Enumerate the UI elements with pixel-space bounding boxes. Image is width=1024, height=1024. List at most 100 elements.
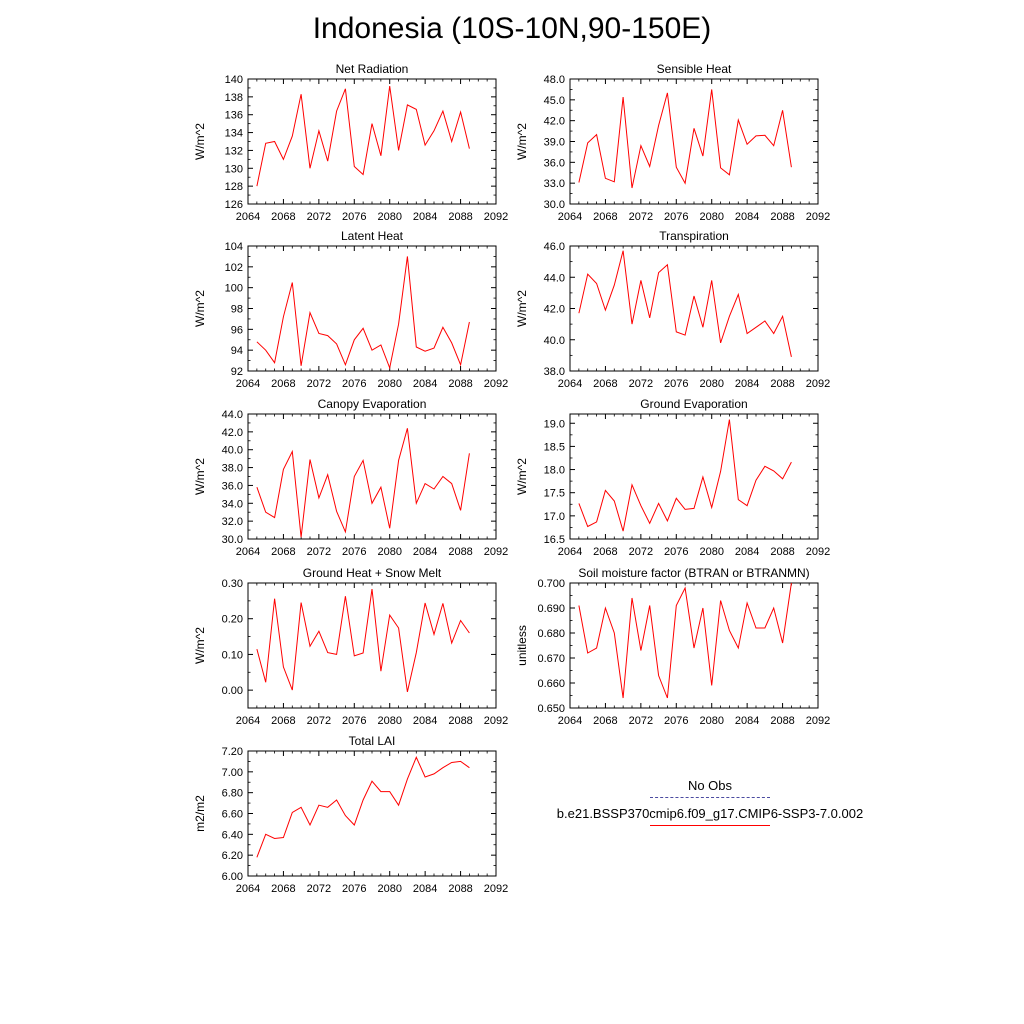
panel-7-xtick-label: 2084 [413,715,437,727]
panel-2-ytick-label: 42.0 [544,116,565,128]
panel-8-xtick-label: 2088 [770,715,794,727]
panel-3-series-line [256,256,470,370]
panel-4-xtick-label: 2088 [770,378,794,390]
panel-6-ytick-label: 17.5 [544,488,565,500]
panel-4-xtick-label: 2064 [558,378,582,390]
panel-7-series-line [256,589,470,693]
panel-2-ytick-label: 36.0 [544,157,565,169]
panel-2-ytick-label: 30.0 [544,199,565,211]
panel-2-xtick-label: 2072 [629,211,653,223]
panel-6-ytick-label: 18.5 [544,441,565,453]
panel-4-ytick-label: 44.0 [544,272,565,284]
panel-9-xtick-label: 2068 [271,883,295,895]
panel-5-xtick-label: 2072 [307,546,331,558]
panel-4-ytick-label: 42.0 [544,304,565,316]
panel-9-xtick-label: 2064 [236,883,260,895]
panel-7-xtick-label: 2080 [377,715,401,727]
panel-4-xtick-label: 2080 [699,378,723,390]
panel-7-xtick-label: 2092 [484,715,508,727]
panel-8-ytick-label: 0.690 [537,603,565,615]
panel-8-ylabel: unitless [515,625,529,666]
panel-1-ytick-label: 128 [225,181,243,193]
panel-1-ylabel: W/m^2 [193,123,207,160]
panel-6-xtick-label: 2076 [664,546,688,558]
panel-3-xtick-label: 2088 [448,378,472,390]
panel-5-xtick-label: 2080 [377,546,401,558]
panel-5-ytick-label: 34.0 [222,498,243,510]
panel-3-ytick-label: 102 [225,262,243,274]
panel-6-series-line [578,419,792,532]
panel-7-ytick-label: 0.20 [222,614,243,626]
legend-obs-label: No Obs [687,778,733,793]
panel-3-title: Latent Heat [341,229,404,243]
panel-5-xtick-label: 2068 [271,546,295,558]
panel-2-ytick-label: 45.0 [544,95,565,107]
panel-3-xtick-label: 2076 [342,378,366,390]
panel-1-xtick-label: 2080 [377,211,401,223]
panel-8-xtick-label: 2068 [593,715,617,727]
panel-6-xtick-label: 2068 [593,546,617,558]
panel-8-xtick-label: 2076 [664,715,688,727]
panel-4-ytick-label: 40.0 [544,335,565,347]
panel-9-ytick-label: 6.60 [222,809,243,821]
panel-2-ytick-label: 39.0 [544,137,565,149]
panel-2-series-line [578,89,792,189]
panel-6-xtick-label: 2072 [629,546,653,558]
panel-9-series-line [256,756,470,858]
panel-2-xtick-label: 2088 [770,211,794,223]
panel-4-xtick-label: 2084 [735,378,759,390]
panel-8-ytick-label: 0.660 [537,678,565,690]
panel-9-xtick-label: 2088 [448,883,472,895]
panel-6-ytick-label: 19.0 [544,418,565,430]
panel-5-ytick-label: 36.0 [222,480,243,492]
panel-9-xtick-label: 2084 [413,883,437,895]
panel-9-ytick-label: 7.20 [222,746,243,758]
panel-9-frame [247,750,497,877]
panel-7-ytick-label: 0.10 [222,649,243,661]
panel-1-xtick-label: 2068 [271,211,295,223]
panel-4-title: Transpiration [659,229,729,243]
panel-6-title: Ground Evaporation [640,397,747,411]
panel-3-ytick-label: 92 [231,366,243,378]
panel-5-xtick-label: 2092 [484,546,508,558]
panel-5-ylabel: W/m^2 [193,458,207,495]
panel-9-xtick-label: 2092 [484,883,508,895]
panel-4-frame [569,245,819,372]
panel-9-ytick-label: 6.80 [222,788,243,800]
panel-8-ytick-label: 0.670 [537,653,565,665]
panel-6-xtick-label: 2084 [735,546,759,558]
panel-8-xtick-label: 2064 [558,715,582,727]
panel-5-ytick-label: 32.0 [222,516,243,528]
panel-9-xtick-label: 2080 [377,883,401,895]
panel-9-ytick-label: 6.20 [222,850,243,862]
panel-5-xtick-label: 2064 [236,546,260,558]
panel-3-xtick-label: 2068 [271,378,295,390]
panel-8-ytick-label: 0.680 [537,628,565,640]
panel-9-ytick-label: 6.40 [222,829,243,841]
panel-1-frame [247,78,497,205]
panel-1-xtick-label: 2076 [342,211,366,223]
panel-5-xtick-label: 2076 [342,546,366,558]
panel-8-series-line [578,582,792,699]
panel-1-ytick-label: 134 [225,128,243,140]
panel-7-frame [247,582,497,709]
legend-obs-line [650,797,770,798]
panel-7-ylabel: W/m^2 [193,627,207,664]
panel-3-xtick-label: 2080 [377,378,401,390]
panel-1-ytick-label: 138 [225,92,243,104]
panel-5-frame [247,413,497,540]
panel-5-ytick-label: 42.0 [222,427,243,439]
panel-1-xtick-label: 2092 [484,211,508,223]
panel-3-ytick-label: 96 [231,324,243,336]
panel-1-title: Net Radiation [336,62,409,76]
panel-2-xtick-label: 2092 [806,211,830,223]
panel-1-xtick-label: 2088 [448,211,472,223]
panel-4-ytick-label: 38.0 [544,366,565,378]
panel-2-title: Sensible Heat [657,62,732,76]
panel-8-xtick-label: 2072 [629,715,653,727]
panel-1-ytick-label: 136 [225,110,243,122]
panel-7-ytick-label: 0.30 [222,578,243,590]
panel-8-ytick-label: 0.700 [537,578,565,590]
panel-8-ytick-label: 0.650 [537,703,565,715]
panel-6-ytick-label: 17.0 [544,511,565,523]
